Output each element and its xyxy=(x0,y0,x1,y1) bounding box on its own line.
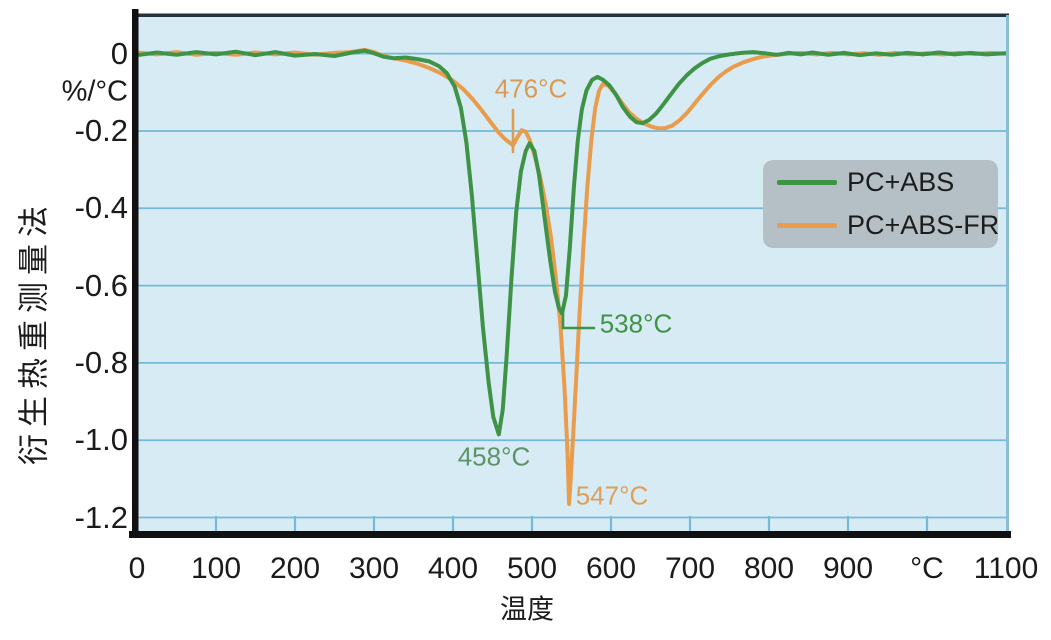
y-tick-label: 0 xyxy=(110,36,128,71)
y-axis-unit-label: %/°C xyxy=(61,75,128,108)
legend-item: PC+ABS xyxy=(763,163,998,203)
legend-label: PC+ABS-FR xyxy=(847,209,1000,240)
x-axis-title: 温度 xyxy=(500,594,554,625)
y-tick-label: -0.4 xyxy=(74,190,128,225)
x-tick-label: 1100 xyxy=(973,552,1039,585)
x-tick-label: 0 xyxy=(128,552,146,585)
x-axis-line xyxy=(129,531,1011,538)
y-tick-label: -1.2 xyxy=(74,500,128,535)
plot-top-border xyxy=(136,13,1009,17)
x-tick-label: 200 xyxy=(269,552,321,585)
annotation-leader xyxy=(561,310,596,330)
x-tick-label: 300 xyxy=(348,552,400,585)
y-tick-label: -1.0 xyxy=(74,422,128,457)
y-tick-label: -0.6 xyxy=(74,268,128,303)
legend-line-sample xyxy=(777,180,837,186)
legend-line-sample xyxy=(777,222,837,228)
peak-annotation: 547°C xyxy=(575,480,649,511)
legend-item: PC+ABS-FR xyxy=(763,205,1000,245)
x-tick-label: 600 xyxy=(585,552,637,585)
x-tick-label: 100 xyxy=(190,552,242,585)
y-tick-label: -0.8 xyxy=(74,345,128,380)
y-tick-label: -0.2 xyxy=(74,113,128,148)
legend-label: PC+ABS xyxy=(847,167,955,198)
x-tick-label: 900 xyxy=(822,552,874,585)
peak-annotation: 458°C xyxy=(457,441,531,472)
peak-annotation: 476°C xyxy=(494,73,568,104)
y-axis-line xyxy=(132,9,139,538)
legend: PC+ABS PC+ABS-FR xyxy=(763,160,1000,248)
peak-annotation: 538°C xyxy=(599,308,673,339)
curve-PC+ABS xyxy=(135,48,1008,437)
x-tick-label: 400 xyxy=(427,552,479,585)
x-tick-label: 700 xyxy=(664,552,716,585)
y-axis-title: 衍生热重测量法 xyxy=(16,199,52,465)
x-tick-label: 800 xyxy=(743,552,795,585)
x-tick-label: 500 xyxy=(506,552,558,585)
plot-right-border xyxy=(1006,15,1009,531)
x-tick-label: °C xyxy=(910,552,944,585)
